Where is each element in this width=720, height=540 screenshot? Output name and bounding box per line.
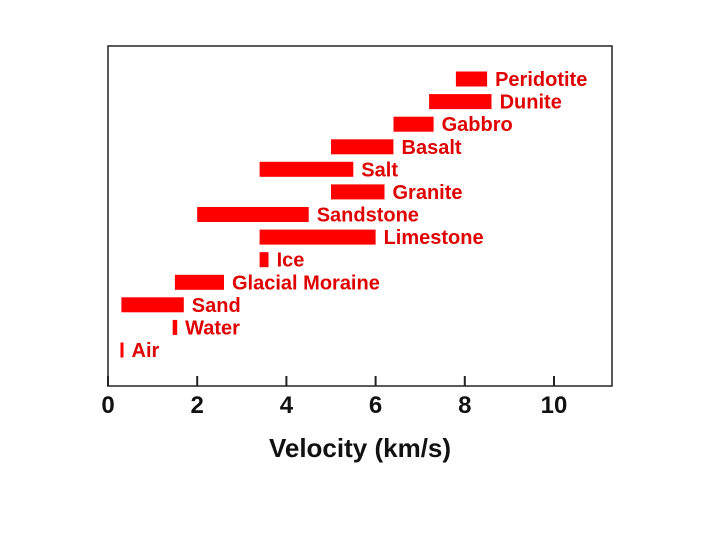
bar-ice xyxy=(259,252,269,268)
bar-glacial-moraine xyxy=(174,274,224,290)
bar-air xyxy=(120,342,124,358)
bar-limestone xyxy=(259,229,376,245)
bar-labels-group: PeridotiteDuniteGabbroBasaltSaltGraniteS… xyxy=(132,69,588,362)
bar-sand xyxy=(121,297,184,313)
bar-peridotite xyxy=(455,71,488,87)
x-axis-tick-labels: 0 2 4 6 8 10 xyxy=(101,392,567,419)
bar-label-granite: Granite xyxy=(393,182,463,204)
bar-dunite xyxy=(429,94,492,110)
bar-label-glacial-moraine: Glacial Moraine xyxy=(232,272,380,294)
bar-label-salt: Salt xyxy=(361,159,398,181)
x-tick-label-2: 2 xyxy=(191,392,204,419)
x-axis-ticks xyxy=(107,376,555,386)
bar-sandstone xyxy=(197,207,309,222)
x-tick-label-8: 8 xyxy=(458,392,471,419)
bar-label-water: Water xyxy=(185,317,240,339)
x-tick-label-4: 4 xyxy=(280,392,294,419)
x-axis-title: Velocity (km/s) xyxy=(269,433,451,463)
bar-label-peridotite: Peridotite xyxy=(495,69,587,91)
x-tick-label-0: 0 xyxy=(101,392,114,419)
bar-label-air: Air xyxy=(132,340,160,362)
bar-label-sand: Sand xyxy=(192,295,241,317)
bar-label-limestone: Limestone xyxy=(384,227,484,249)
bar-label-ice: Ice xyxy=(277,250,305,272)
bars-group xyxy=(120,71,492,358)
bar-salt xyxy=(259,161,354,177)
bar-label-gabbro: Gabbro xyxy=(442,114,513,136)
plot-frame xyxy=(107,45,613,387)
bar-granite xyxy=(331,184,385,200)
bar-water xyxy=(172,319,178,335)
x-tick-label-6: 6 xyxy=(369,392,382,419)
bar-gabbro xyxy=(393,116,434,132)
bar-label-basalt: Basalt xyxy=(402,137,462,159)
x-tick-label-10: 10 xyxy=(541,392,568,419)
bar-basalt xyxy=(331,139,394,155)
bar-label-sandstone: Sandstone xyxy=(317,205,419,227)
bar-label-dunite: Dunite xyxy=(500,92,562,114)
